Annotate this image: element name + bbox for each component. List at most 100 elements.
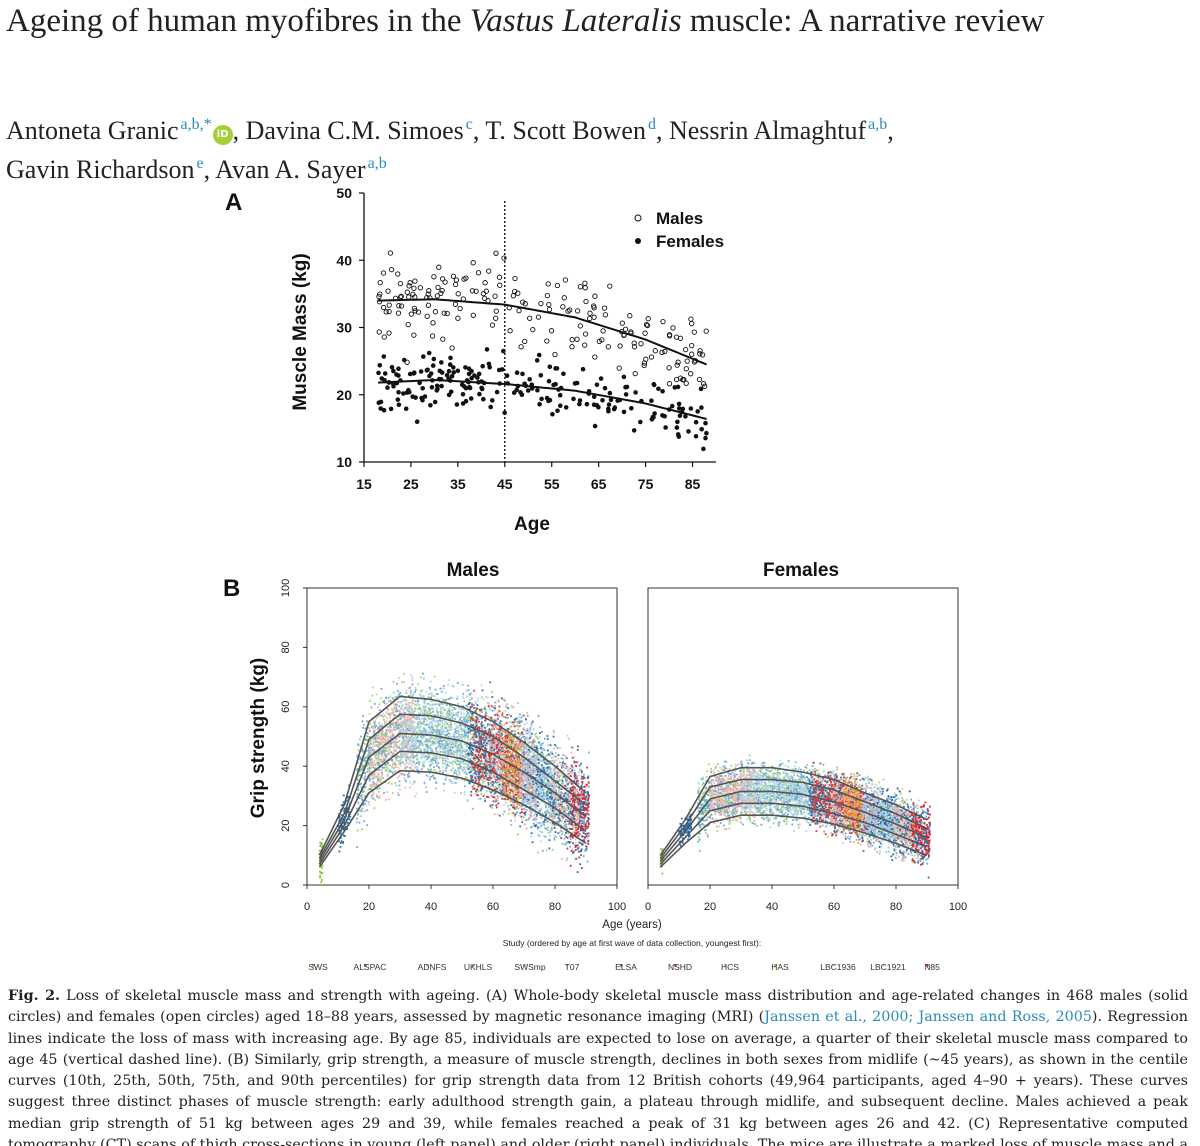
author-name[interactable]: T. Scott Bowen	[485, 116, 646, 145]
point-ukhls	[435, 761, 437, 764]
point-t07	[434, 724, 436, 727]
point-t07	[463, 791, 466, 793]
orcid-icon[interactable]: iD	[212, 125, 233, 145]
point-adnfs	[455, 763, 458, 766]
point-adnfs	[539, 787, 542, 790]
point-ukhls	[477, 718, 479, 721]
point-ukhls	[469, 766, 471, 769]
point-adnfs	[371, 761, 373, 764]
point-alspac	[338, 817, 341, 819]
point-swsmp	[381, 756, 384, 758]
point-adnfs	[575, 799, 578, 802]
point-ukhls	[442, 771, 444, 774]
point-ukhls	[407, 772, 410, 774]
point-male	[674, 362, 680, 368]
point-adnfs	[479, 731, 482, 733]
author-affiliation[interactable]: a,b	[367, 155, 387, 172]
x-tick-label: 85	[685, 476, 701, 492]
point-swsmp	[409, 722, 412, 725]
point-ukhls	[492, 782, 495, 785]
point-swsmp	[396, 719, 399, 722]
author-affiliation[interactable]: c	[465, 116, 473, 133]
author-affiliation[interactable]: d	[647, 116, 656, 133]
point-ukhls	[467, 764, 470, 766]
point-swsmp	[380, 736, 383, 739]
author-affiliation[interactable]: a,b,*	[180, 116, 212, 133]
author-list: Antoneta Granic a,b,*iD, Davina C.M. Simo…	[6, 116, 894, 184]
point-ukhls	[391, 759, 394, 761]
point-t07	[476, 792, 479, 795]
point-alspac	[344, 812, 347, 815]
point-ukhls	[539, 809, 542, 811]
point-t07	[454, 723, 456, 725]
point-adnfs	[549, 770, 552, 772]
author-name[interactable]: Gavin Richardson	[6, 155, 195, 184]
point-t07	[436, 734, 439, 737]
point-ukhls	[356, 846, 359, 848]
point-swsmp	[386, 737, 389, 740]
point-t07	[444, 721, 447, 724]
point-male	[642, 330, 648, 336]
point-alspac	[339, 842, 342, 844]
point-adnfs	[359, 770, 361, 773]
point-ukhls	[576, 848, 579, 851]
point-male	[429, 333, 436, 339]
point-t07	[444, 769, 447, 772]
point-adnfs	[468, 714, 471, 716]
point-ukhls	[441, 757, 444, 760]
point-adnfs	[378, 703, 381, 706]
point-swsmp	[372, 792, 375, 795]
point-t07	[451, 718, 454, 721]
point-ukhls	[381, 752, 383, 755]
author-name[interactable]: Davina C.M. Simoes	[245, 116, 464, 145]
point-adnfs	[385, 730, 388, 733]
point-adnfs	[421, 689, 424, 692]
point-ukhls	[479, 715, 481, 718]
point-swsmp	[375, 693, 378, 696]
point-adnfs	[400, 743, 403, 746]
point-ukhls	[583, 823, 585, 825]
author-name[interactable]: Avan A. Sayer	[215, 155, 366, 184]
point-t07	[448, 746, 450, 749]
point-female	[460, 401, 466, 406]
x-tick-label: 75	[638, 476, 654, 492]
point-adnfs	[507, 804, 509, 807]
author-affiliation[interactable]: e	[196, 155, 204, 172]
point-ukhls	[479, 797, 482, 800]
point-t07	[427, 775, 429, 778]
point-t07	[517, 716, 520, 719]
point-adnfs	[384, 715, 387, 717]
point-adnfs	[379, 739, 382, 741]
point-swsmp	[373, 771, 376, 773]
point-ukhls	[421, 731, 423, 734]
point-adnfs	[507, 793, 509, 796]
point-adnfs	[479, 732, 482, 735]
point-adnfs	[429, 744, 432, 747]
point-adnfs	[375, 717, 378, 719]
point-ukhls	[435, 693, 438, 695]
point-ukhls	[557, 821, 560, 824]
point-ukhls	[516, 717, 518, 720]
point-ukhls	[422, 764, 425, 767]
point-adnfs	[425, 745, 428, 748]
point-t07	[451, 684, 453, 687]
point-swsmp	[379, 744, 381, 747]
point-adnfs	[547, 829, 549, 832]
point-t07	[465, 777, 468, 780]
point-alspac	[338, 840, 341, 843]
point-male	[457, 305, 463, 312]
point-ukhls	[407, 741, 409, 744]
author-name[interactable]: Antoneta Granic	[6, 116, 179, 145]
point-t07	[414, 710, 417, 712]
point-ukhls	[384, 732, 387, 735]
point-ukhls	[535, 814, 538, 817]
point-ukhls	[382, 725, 384, 728]
point-ukhls	[398, 784, 401, 787]
point-adnfs	[537, 825, 539, 828]
point-swsmp	[395, 766, 398, 769]
point-t07	[403, 699, 405, 702]
point-t07	[412, 692, 414, 695]
point-t07	[420, 730, 422, 733]
author-affiliation[interactable]: a,b	[868, 116, 888, 133]
author-name[interactable]: Nessrin Almaghtuf	[668, 116, 867, 145]
